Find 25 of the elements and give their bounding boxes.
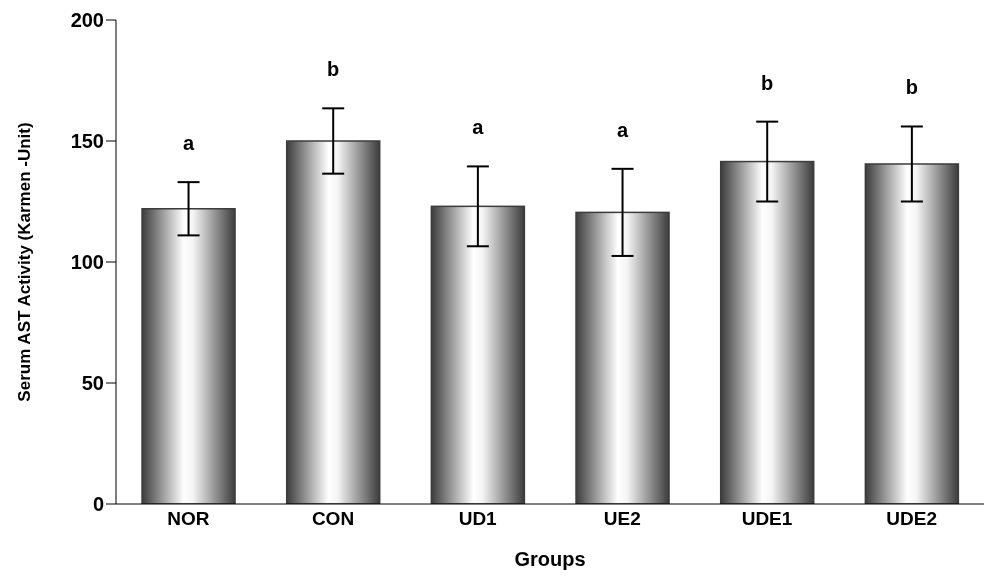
annotation: a bbox=[472, 116, 485, 139]
bar bbox=[141, 208, 236, 504]
y-tick-label: 150 bbox=[70, 130, 104, 153]
y-tick-label: 100 bbox=[70, 251, 104, 274]
y-tick-label: 0 bbox=[92, 493, 104, 516]
x-tick-label: NOR bbox=[167, 508, 210, 530]
bar bbox=[575, 211, 670, 504]
annotation: b bbox=[761, 71, 774, 94]
x-tick-label: UD1 bbox=[458, 508, 498, 530]
bar bbox=[285, 140, 381, 504]
y-tick-label: 50 bbox=[81, 372, 104, 395]
annotation: a bbox=[616, 118, 629, 141]
x-tick-label: UDE2 bbox=[886, 508, 938, 530]
bar bbox=[430, 205, 526, 504]
x-axis-title: Groups bbox=[514, 548, 586, 570]
annotation: a bbox=[182, 132, 195, 155]
x-tick-label: UE2 bbox=[603, 508, 641, 530]
annotation: b bbox=[905, 76, 918, 99]
x-tick-label: UDE1 bbox=[741, 508, 793, 530]
y-axis-title: Serum AST Activity (Karmen -Unit) bbox=[15, 122, 35, 402]
bar bbox=[864, 163, 960, 504]
annotation: b bbox=[327, 58, 340, 81]
x-tick-label: CON bbox=[311, 508, 355, 530]
bar bbox=[719, 160, 815, 504]
y-tick-label: 200 bbox=[70, 9, 104, 32]
